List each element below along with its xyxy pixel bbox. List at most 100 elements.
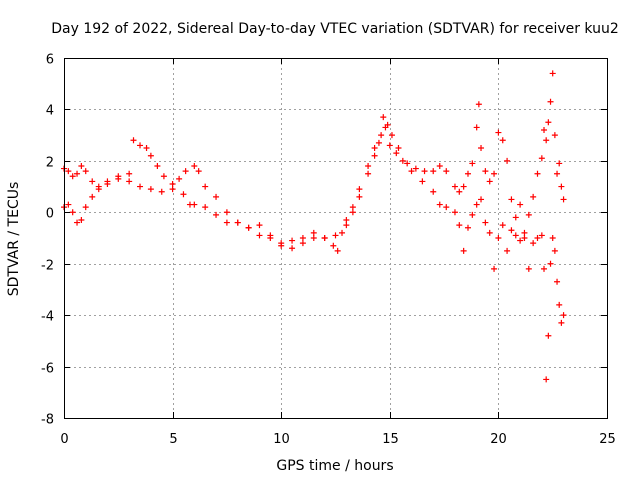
chart-title: Day 192 of 2022, Sidereal Day-to-day VTE… xyxy=(51,21,619,37)
data-point xyxy=(365,163,372,169)
y-axis-label: SDTVAR / TECUs xyxy=(6,182,22,297)
data-point xyxy=(451,183,458,190)
data-point xyxy=(554,170,561,177)
data-point xyxy=(137,142,144,149)
data-point xyxy=(545,332,552,339)
y-tick-label: 4 xyxy=(46,104,54,119)
data-point xyxy=(169,181,176,187)
data-point xyxy=(482,219,489,226)
data-point xyxy=(158,188,165,195)
data-point xyxy=(256,232,263,239)
data-point xyxy=(78,217,85,223)
data-point xyxy=(456,188,463,195)
data-point xyxy=(499,222,506,229)
data-point xyxy=(456,222,463,229)
data-point xyxy=(541,265,548,272)
series-track-b xyxy=(61,70,567,252)
data-point xyxy=(191,201,198,208)
data-point xyxy=(478,196,485,203)
data-point xyxy=(69,173,76,180)
data-point xyxy=(65,168,72,175)
data-point xyxy=(388,132,395,139)
plot-frame xyxy=(64,58,608,419)
data-point xyxy=(473,124,480,131)
data-point xyxy=(517,201,524,208)
data-point xyxy=(556,160,563,167)
data-point xyxy=(560,312,567,319)
data-point xyxy=(482,168,489,175)
data-point xyxy=(525,211,532,218)
data-point xyxy=(549,235,556,241)
data-point xyxy=(525,265,532,272)
data-point xyxy=(549,70,556,77)
series-track-a xyxy=(61,124,567,383)
data-point xyxy=(491,265,498,272)
data-point xyxy=(371,152,378,159)
y-tick-label: -4 xyxy=(41,310,54,325)
data-point xyxy=(521,235,528,241)
data-point xyxy=(289,237,296,244)
data-point xyxy=(512,214,519,221)
data-point xyxy=(508,196,515,203)
data-point xyxy=(299,240,306,247)
data-point xyxy=(508,227,515,234)
y-tick-label: -6 xyxy=(41,362,54,377)
data-point xyxy=(538,155,545,162)
data-point xyxy=(356,186,363,193)
data-point xyxy=(478,145,485,151)
data-point xyxy=(486,178,493,185)
data-point xyxy=(380,114,387,121)
data-point xyxy=(82,204,89,211)
data-point xyxy=(89,193,96,200)
data-point xyxy=(126,170,133,177)
data-point xyxy=(78,163,85,169)
data-point xyxy=(469,160,476,167)
data-point xyxy=(547,260,554,267)
data-point xyxy=(534,170,541,177)
data-point xyxy=(332,232,339,239)
data-point xyxy=(74,219,81,226)
data-point xyxy=(343,222,350,229)
data-point xyxy=(436,163,443,169)
data-point xyxy=(404,160,411,167)
data-point xyxy=(517,237,524,244)
data-point xyxy=(421,168,428,175)
data-point xyxy=(512,232,519,239)
y-tick-label: 2 xyxy=(46,156,54,171)
data-point xyxy=(95,183,102,190)
data-point xyxy=(169,186,176,193)
grid xyxy=(64,58,607,418)
data-point xyxy=(334,247,341,254)
data-point xyxy=(191,163,198,169)
x-tick-label: 10 xyxy=(273,432,290,447)
data-point xyxy=(395,145,402,151)
data-point xyxy=(419,178,426,185)
data-point xyxy=(310,235,317,241)
data-series xyxy=(61,70,567,383)
data-point xyxy=(245,224,252,231)
data-point xyxy=(349,204,356,211)
data-point xyxy=(195,168,202,175)
data-point xyxy=(556,301,563,308)
data-point xyxy=(180,191,187,198)
data-point xyxy=(69,209,76,216)
data-point xyxy=(104,178,111,185)
data-point xyxy=(473,201,480,208)
data-point xyxy=(147,152,154,159)
data-point xyxy=(256,222,263,229)
data-point xyxy=(330,242,337,249)
data-point xyxy=(460,247,467,254)
data-point xyxy=(499,137,506,144)
data-point xyxy=(504,157,511,164)
data-point xyxy=(558,183,565,190)
x-tick-label: 15 xyxy=(382,432,399,447)
data-point xyxy=(547,98,554,105)
data-point xyxy=(393,150,400,157)
axis-ticks: 0 5 10 15 20 25 -8 -6 -4 -2 0 2 4 6 xyxy=(41,53,616,448)
data-point xyxy=(491,170,498,177)
data-point xyxy=(534,235,541,241)
x-tick-label: 20 xyxy=(490,432,507,447)
data-point xyxy=(182,168,189,175)
data-point xyxy=(143,145,150,151)
x-tick-label: 0 xyxy=(60,432,68,447)
